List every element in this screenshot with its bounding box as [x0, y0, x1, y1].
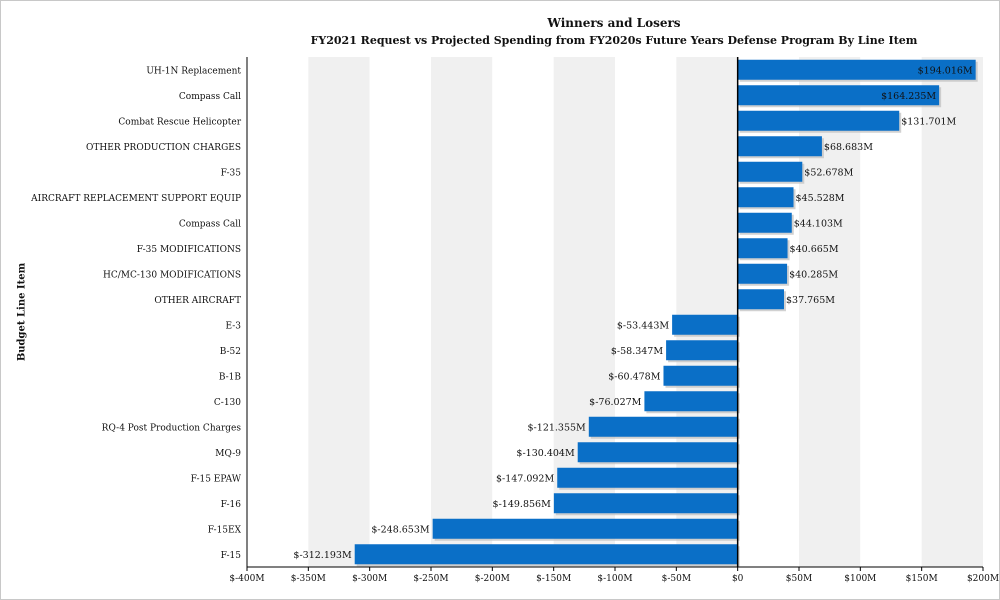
- x-tick-label: $0: [732, 574, 744, 584]
- bar: [737, 59, 976, 80]
- grid-band: [369, 57, 431, 567]
- bar: [737, 187, 794, 208]
- x-tick-label: $-400M: [229, 574, 264, 584]
- category-label: C-130: [214, 398, 241, 408]
- x-tick-label: $-350M: [291, 574, 326, 584]
- bar: [644, 391, 738, 412]
- grid-band: [860, 57, 922, 567]
- bar: [737, 238, 788, 259]
- bar: [737, 110, 900, 131]
- category-label: F-15: [221, 551, 242, 561]
- bar: [553, 493, 738, 514]
- category-label: F-15EX: [208, 525, 242, 535]
- category-label: F-16: [221, 500, 242, 510]
- category-label: HC/MC-130 MODIFICATIONS: [103, 270, 241, 280]
- bar-value-label: $-58.347M: [611, 346, 663, 357]
- bar-value-label: $-130.404M: [516, 448, 575, 459]
- bar-value-label: $45.528M: [796, 193, 845, 204]
- category-label: F-35: [221, 168, 242, 178]
- category-label: F-15 EPAW: [191, 474, 242, 484]
- bar-value-label: $-121.355M: [528, 422, 587, 433]
- category-label: OTHER PRODUCTION CHARGES: [86, 143, 241, 153]
- bar: [737, 85, 940, 106]
- category-label: UH-1N Replacement: [146, 66, 241, 76]
- grid-band: [676, 57, 738, 567]
- bar: [737, 212, 792, 233]
- bar-value-label: $-76.027M: [589, 397, 641, 408]
- grid-band: [553, 57, 615, 567]
- grid-band: [615, 57, 677, 567]
- bar: [737, 289, 784, 310]
- category-label: Compass Call: [179, 219, 241, 229]
- bar-value-label: $37.765M: [786, 295, 835, 306]
- x-tick-label: $100M: [844, 574, 876, 584]
- bar-value-label: $44.103M: [794, 218, 843, 229]
- category-label: AIRCRAFT REPLACEMENT SUPPORT EQUIP: [30, 194, 241, 204]
- category-label: B-52: [220, 347, 241, 357]
- bar: [577, 442, 738, 463]
- x-tick-label: $-250M: [413, 574, 448, 584]
- bar: [354, 544, 738, 565]
- bar: [663, 365, 738, 386]
- category-label: RQ-4 Post Production Charges: [102, 423, 242, 433]
- bar-value-label: $68.683M: [824, 142, 873, 153]
- bar: [737, 161, 803, 182]
- bar-value-label: $131.701M: [901, 116, 956, 127]
- category-label: F-35 MODIFICATIONS: [137, 245, 241, 255]
- bar-value-label: $-149.856M: [493, 499, 552, 510]
- bar: [672, 314, 738, 335]
- bar: [588, 416, 738, 437]
- category-label: OTHER AIRCRAFT: [154, 296, 241, 306]
- bar-value-label: $-60.478M: [608, 371, 660, 382]
- grid-band: [308, 57, 370, 567]
- bar-value-label: $40.285M: [789, 269, 838, 280]
- x-tick-label: $-100M: [597, 574, 632, 584]
- grid-band: [247, 57, 309, 567]
- bar-value-label: $-147.092M: [496, 473, 555, 484]
- chart-title: Winners and Losers: [547, 16, 681, 30]
- grid-band: [799, 57, 861, 567]
- bar: [737, 136, 822, 157]
- x-tick-label: $150M: [906, 574, 938, 584]
- category-label: B-1B: [219, 372, 242, 382]
- x-tick-label: $-50M: [662, 574, 691, 584]
- bar-value-label: $-312.193M: [293, 550, 352, 561]
- bar-value-label: $164.235M: [881, 91, 936, 102]
- bar: [557, 467, 738, 488]
- bar: [432, 518, 738, 539]
- x-tick-label: $-150M: [536, 574, 571, 584]
- category-label: E-3: [225, 321, 241, 331]
- grid-band: [737, 57, 799, 567]
- bar: [737, 263, 788, 284]
- grid-band: [431, 57, 493, 567]
- category-label: Combat Rescue Helicopter: [118, 117, 241, 127]
- grid-band: [921, 57, 983, 567]
- category-label: MQ-9: [215, 449, 241, 459]
- grid-band: [492, 57, 554, 567]
- category-label: Compass Call: [179, 92, 241, 102]
- x-tick-label: $200M: [967, 574, 999, 584]
- bar-value-label: $40.665M: [790, 244, 839, 255]
- bar-value-label: $-53.443M: [617, 320, 669, 331]
- bar: [666, 340, 738, 361]
- chart-subtitle: FY2021 Request vs Projected Spending fro…: [310, 34, 918, 47]
- x-tick-label: $50M: [786, 574, 812, 584]
- bar-value-label: $-248.653M: [371, 524, 430, 535]
- x-tick-label: $-200M: [475, 574, 510, 584]
- bar-value-label: $194.016M: [918, 65, 973, 76]
- bar-value-label: $52.678M: [804, 167, 853, 178]
- x-tick-label: $-300M: [352, 574, 387, 584]
